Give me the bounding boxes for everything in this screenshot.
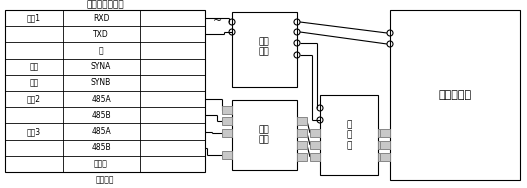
Bar: [310, 153, 320, 161]
Text: SYNA: SYNA: [91, 62, 111, 71]
Bar: [222, 106, 232, 114]
Text: 485A: 485A: [91, 127, 111, 136]
Text: RXD: RXD: [93, 14, 109, 23]
Text: 电源
模块: 电源 模块: [259, 37, 269, 57]
Text: ~: ~: [212, 16, 222, 26]
Bar: [310, 141, 320, 149]
Bar: [222, 151, 232, 159]
Text: 变电站智能设备: 变电站智能设备: [86, 0, 124, 9]
Bar: [320, 95, 378, 175]
Bar: [310, 129, 320, 137]
Bar: [297, 117, 307, 125]
Text: 485B: 485B: [91, 143, 111, 152]
Bar: [390, 10, 520, 180]
Text: 地: 地: [99, 46, 103, 55]
Bar: [297, 153, 307, 161]
Bar: [378, 141, 388, 149]
Bar: [232, 100, 297, 170]
Bar: [380, 141, 390, 149]
Text: 通讯
接口: 通讯 接口: [259, 125, 269, 145]
Bar: [297, 129, 307, 137]
Bar: [378, 129, 388, 137]
Bar: [222, 129, 232, 137]
Text: 串口1: 串口1: [27, 14, 41, 23]
Bar: [380, 129, 390, 137]
Bar: [5, 10, 205, 172]
Text: 同步: 同步: [30, 78, 38, 87]
Bar: [380, 153, 390, 161]
Text: SYNB: SYNB: [91, 78, 111, 87]
Text: TXD: TXD: [93, 30, 109, 39]
Bar: [378, 153, 388, 161]
Bar: [232, 12, 297, 87]
Text: 通讯地: 通讯地: [94, 159, 108, 168]
Text: 通讯接口: 通讯接口: [96, 175, 114, 184]
Text: 485A: 485A: [91, 95, 111, 104]
Text: 串口2: 串口2: [27, 95, 41, 104]
Text: 串口3: 串口3: [27, 127, 41, 136]
Text: 485B: 485B: [91, 111, 111, 120]
Bar: [222, 117, 232, 125]
Text: 液晶显示屏: 液晶显示屏: [438, 90, 472, 100]
Bar: [297, 141, 307, 149]
Text: 单
片
机: 单 片 机: [346, 120, 352, 150]
Text: 时钟: 时钟: [30, 62, 38, 71]
